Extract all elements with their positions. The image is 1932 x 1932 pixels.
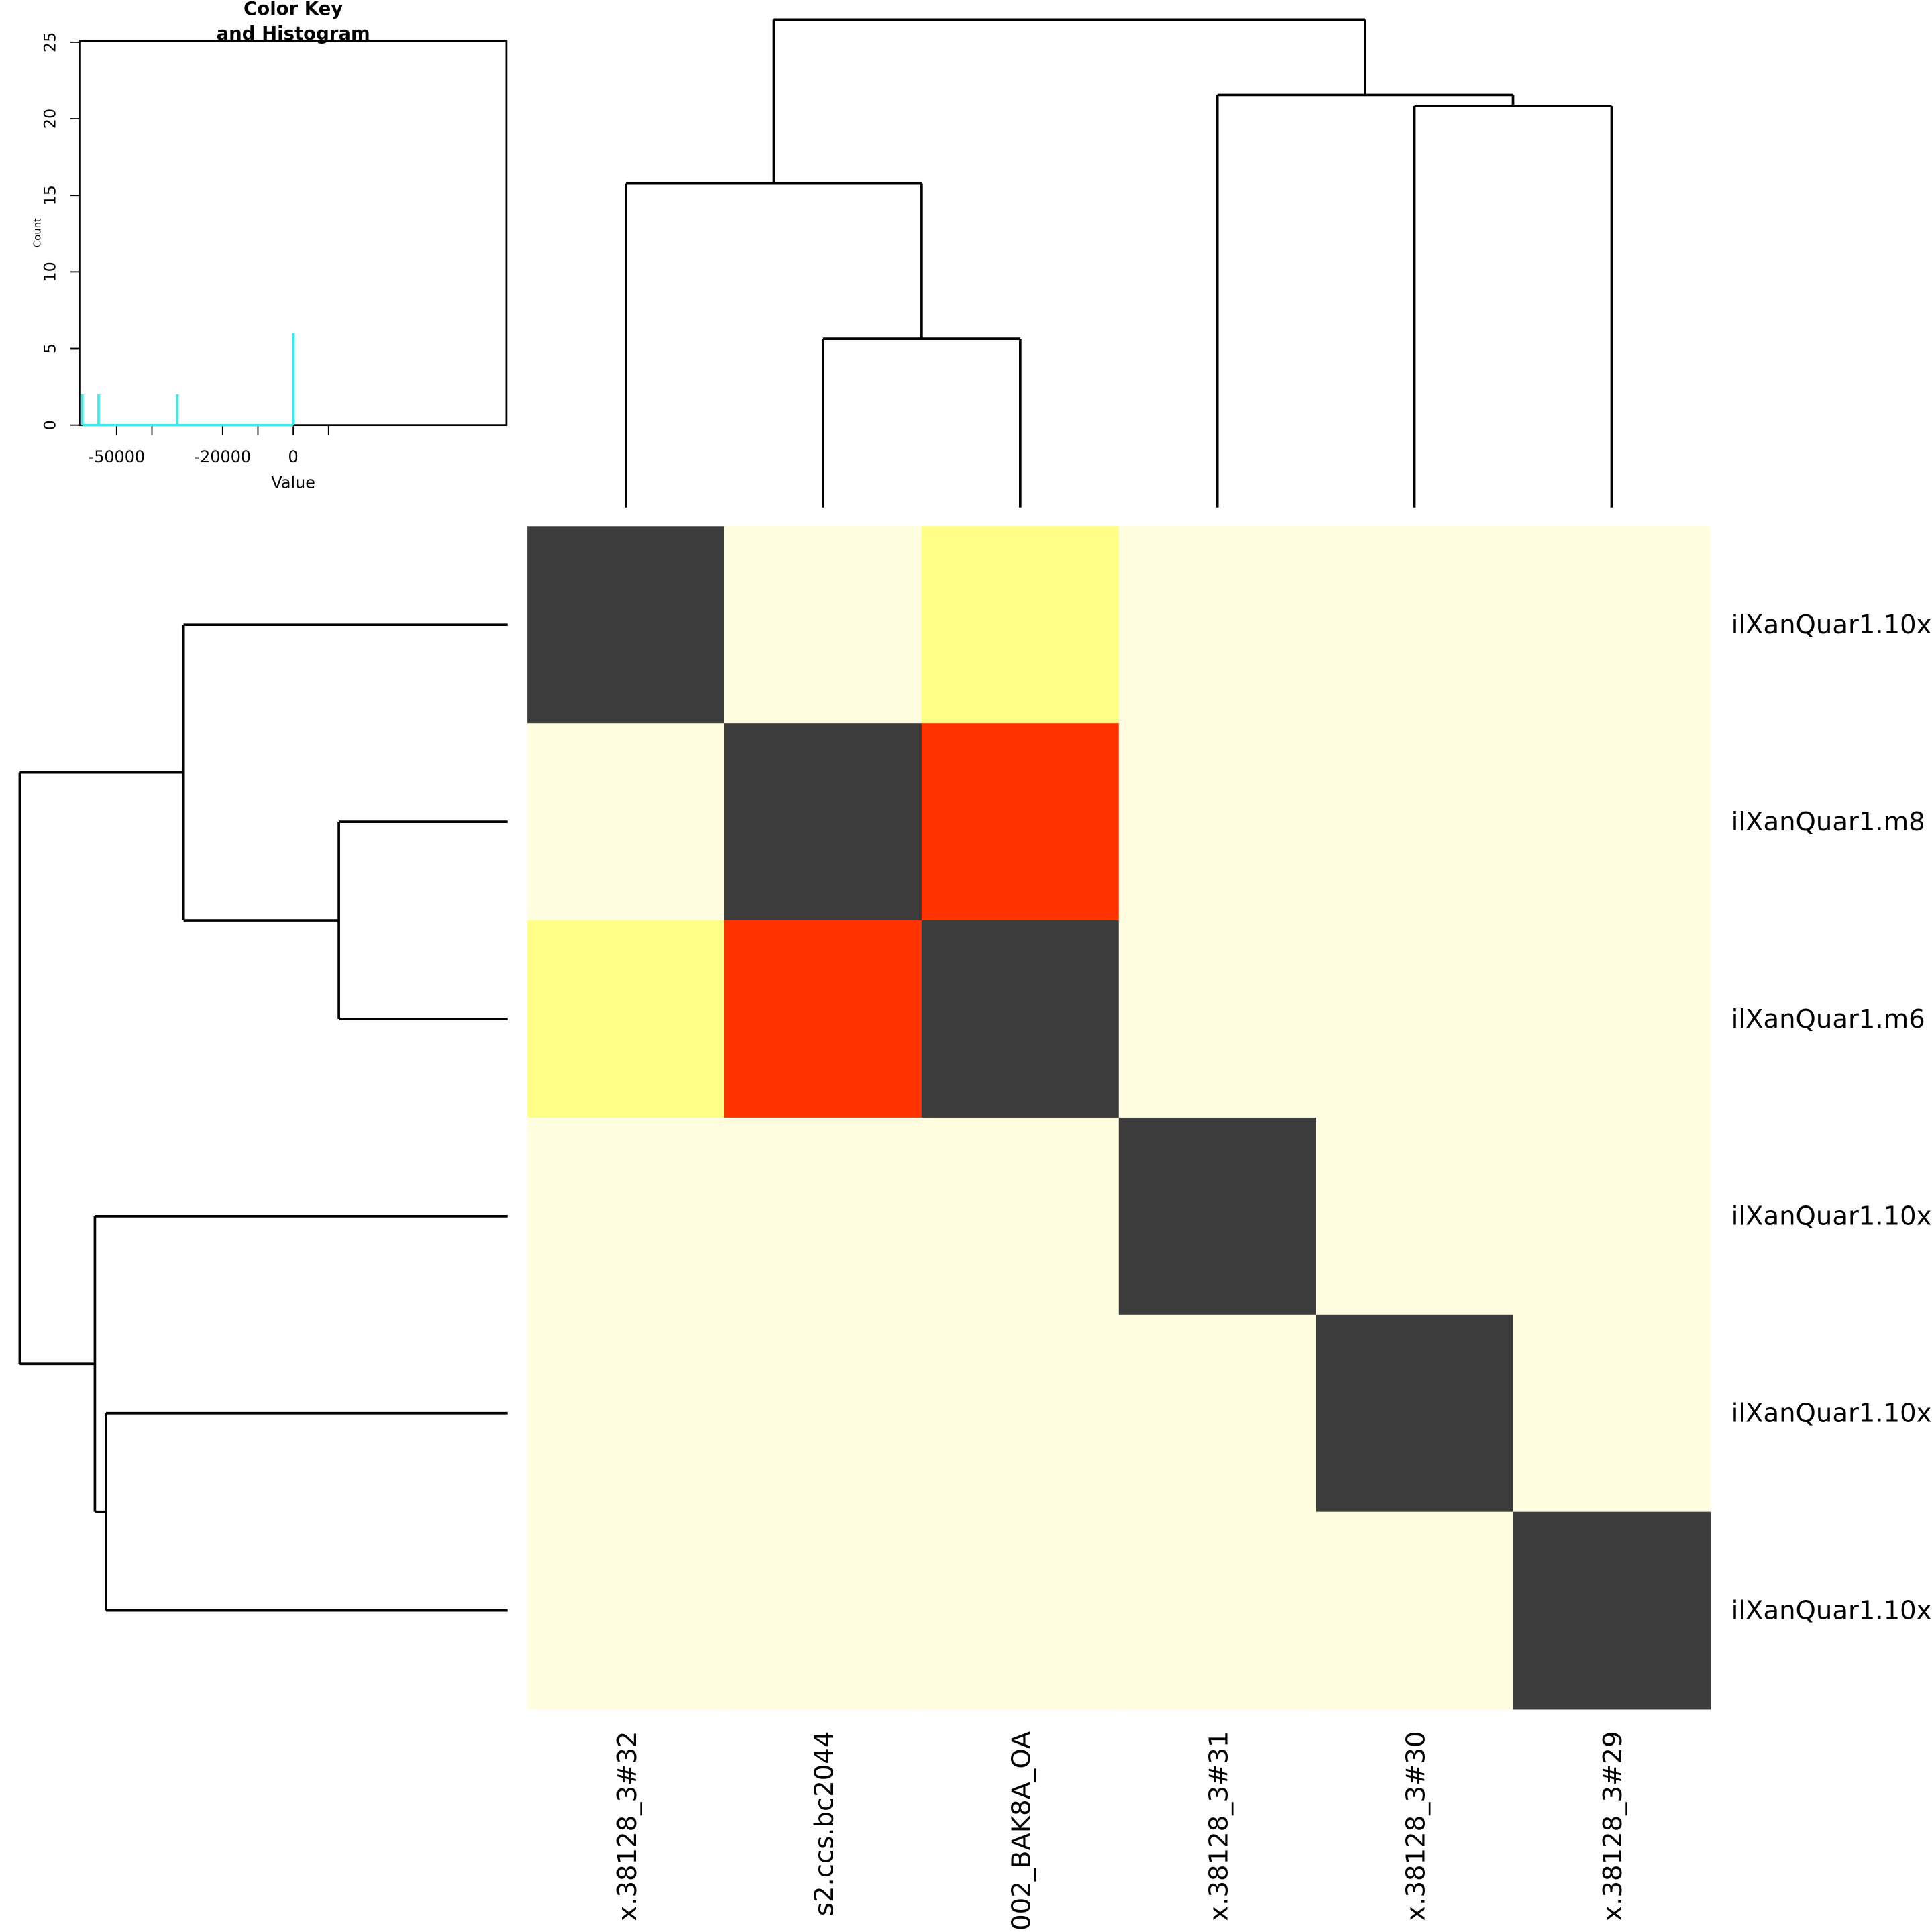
y-tick-label: 10: [41, 262, 60, 282]
heatmap-cell: [1118, 920, 1317, 1118]
column-dendrogram: [625, 18, 1613, 508]
heatmap-cell: [921, 1511, 1120, 1710]
heatmap-cell: [1513, 1117, 1711, 1316]
key-title: Color Key: [244, 0, 343, 19]
column-label: s2.ccs.bc2044: [810, 1731, 840, 1916]
heatmap-cell: [1316, 526, 1514, 724]
heatmap-cell: [1513, 526, 1711, 724]
heatmap-cell: [1118, 1511, 1317, 1710]
heatmap-cell: [527, 1117, 725, 1316]
heatmap-cell: [724, 920, 922, 1118]
y-tick-label: 5: [41, 343, 60, 354]
heatmap-cell: [724, 526, 922, 724]
heatmap-cell: [724, 723, 922, 921]
y-tick-label: 0: [41, 420, 60, 430]
x-tick-label: -50000: [89, 447, 146, 466]
heatmap-cell: [1316, 920, 1514, 1118]
row-label: ilXanQuar1.10x: [1731, 1595, 1932, 1625]
row-label: ilXanQuar1.m8: [1731, 807, 1925, 837]
column-label: x.38128_3#30: [1401, 1731, 1431, 1921]
row-dendrogram: [18, 623, 508, 1612]
row-label: ilXanQuar1.m6: [1731, 1004, 1925, 1034]
column-label: x.38128_3#31: [1203, 1731, 1234, 1921]
heatmap-cell: [1118, 1314, 1317, 1513]
x-tick-label: -20000: [195, 447, 252, 466]
heatmap-cell: [921, 920, 1120, 1118]
column-label: 002_BAK8A_OA: [1007, 1731, 1037, 1931]
x-axis-label: Value: [271, 473, 315, 492]
heatmap-cell: [1316, 1117, 1514, 1316]
row-label: ilXanQuar1.10x: [1731, 610, 1932, 640]
x-tick-label: 0: [288, 447, 299, 466]
heatmap-cell: [1316, 1314, 1514, 1513]
heatmap-cell: [921, 723, 1120, 921]
column-label: x.38128_3#29: [1598, 1731, 1628, 1921]
column-label: x.38128_3#32: [612, 1731, 643, 1921]
heatmap-cell: [921, 526, 1120, 724]
heatmap-cell: [1118, 526, 1317, 724]
heatmap-cell: [527, 1511, 725, 1710]
heatmap-cell: [527, 920, 725, 1118]
heatmap-cell: [1513, 1314, 1711, 1513]
heatmap-cell: [921, 1117, 1120, 1316]
heatmap-cell: [527, 723, 725, 921]
heatmap-cell: [921, 1314, 1120, 1513]
y-axis-label: Count: [32, 218, 44, 248]
heatmap-cell: [724, 1117, 922, 1316]
heatmap-cell: [1316, 723, 1514, 921]
row-label: ilXanQuar1.10x: [1731, 1399, 1932, 1429]
row-label: ilXanQuar1.10x: [1731, 1201, 1932, 1232]
y-tick-label: 20: [41, 109, 60, 129]
heatmap-cell: [724, 1511, 922, 1710]
heatmap-cell: [527, 526, 725, 724]
heatmap-cell: [1513, 723, 1711, 921]
heatmap-cell: [1513, 920, 1711, 1118]
y-tick-label: 25: [41, 32, 60, 52]
heatmap-cell: [1118, 1117, 1317, 1316]
heatmap-cell: [1513, 1511, 1711, 1710]
heatmap-cell: [527, 1314, 725, 1513]
heatmap-cell: [1316, 1511, 1514, 1710]
heatmap-cell: [1118, 723, 1317, 921]
y-tick-label: 15: [41, 185, 60, 205]
heatmap-cell: [724, 1314, 922, 1513]
